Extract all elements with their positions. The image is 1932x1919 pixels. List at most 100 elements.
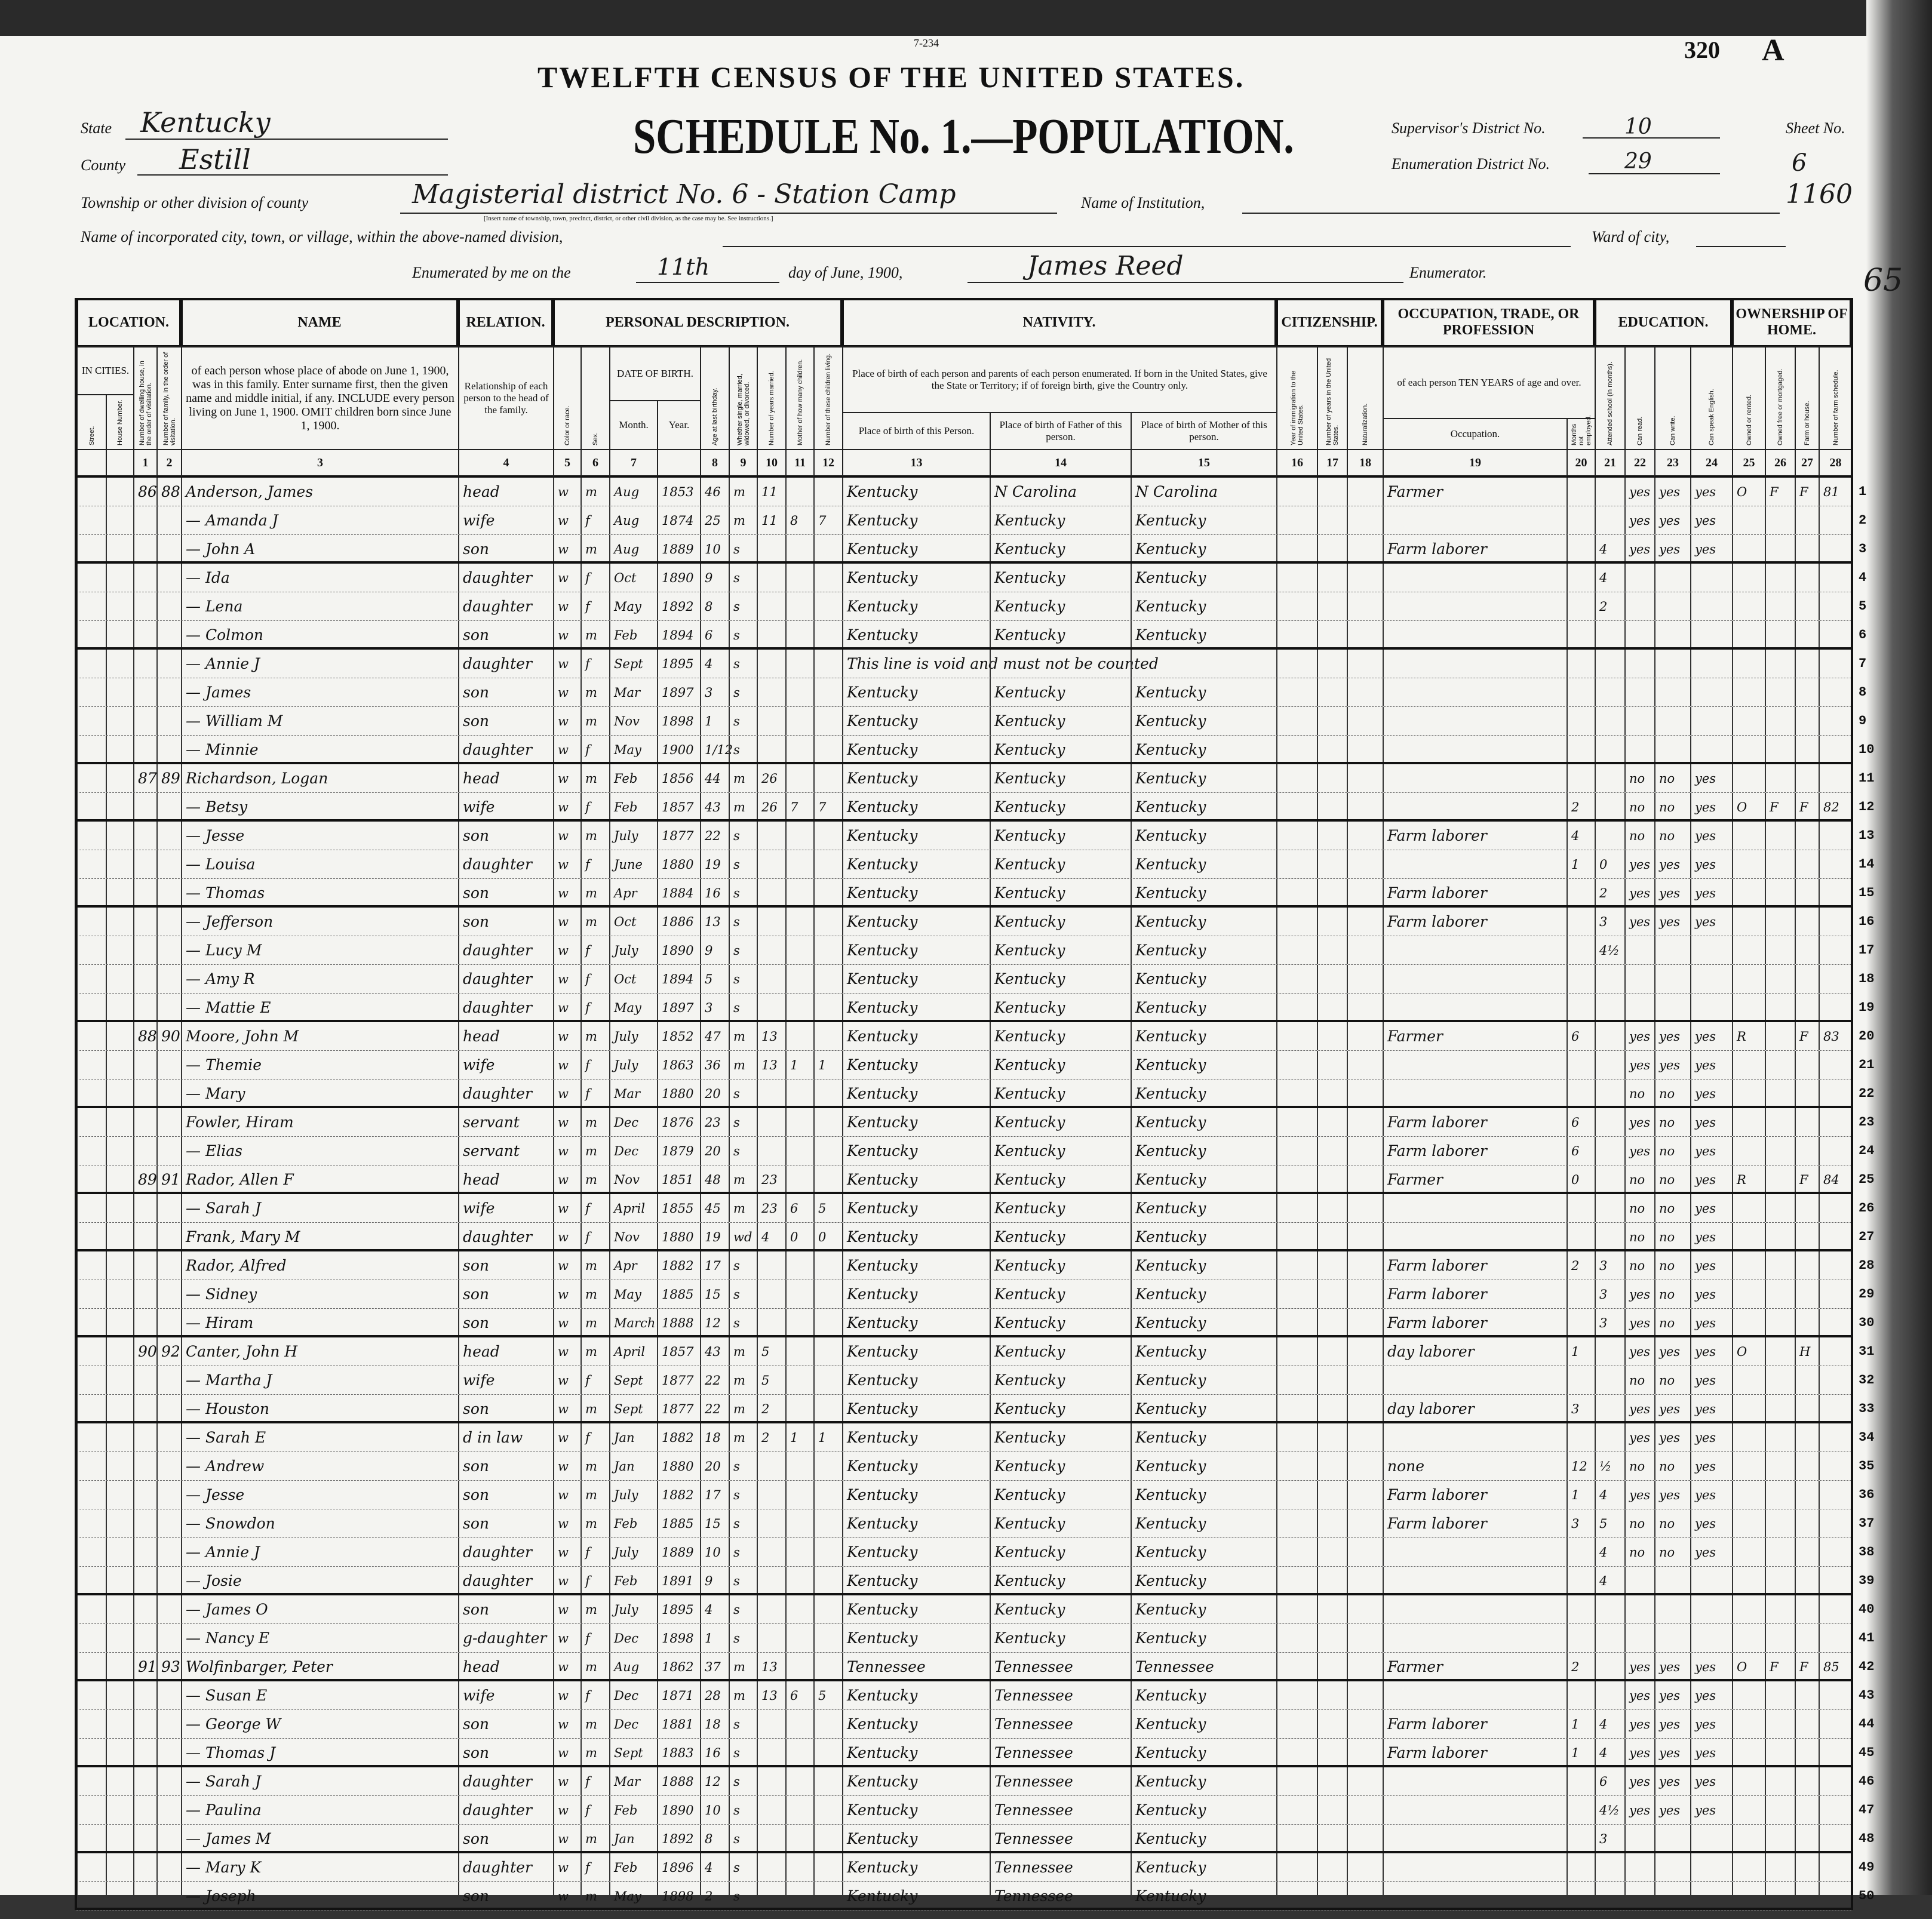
cell-birth-month: Jan [609,1452,657,1480]
cell-immigration-year [1276,793,1317,819]
cell-farm-schedule [1819,650,1851,678]
cell-dwelling-number [133,1423,156,1451]
cell-relation: daughter [458,850,553,878]
column-header: Months not employed. [1567,415,1595,449]
cell-father-birthplace [990,650,1131,678]
cell-owned-rented [1732,1194,1765,1222]
cell-farm-schedule [1819,1108,1851,1136]
cell-years-in-us [1317,1194,1347,1222]
cell-years-in-us [1317,478,1347,506]
cell-marital-status: m [729,1022,757,1050]
cell-years-married: 4 [757,1223,785,1249]
cell-children-born [785,1710,813,1738]
cell-relation: son [458,1452,553,1480]
line-number: 35 [1859,1459,1875,1474]
cell-family-number [156,793,181,819]
cell-house-number [106,850,133,878]
cell-speaks-english: yes [1690,1395,1732,1421]
cell-house-number [106,1509,133,1537]
scan-edge-right [1866,0,1932,1919]
cell-house-number [106,1796,133,1824]
cell-years-married [757,965,785,993]
cell-children-born: 1 [785,1051,813,1079]
cell-mother-birthplace: Kentucky [1131,1051,1276,1079]
cell-children-born [785,1538,813,1566]
cell-children-born [785,1337,813,1366]
cell-speaks-english: yes [1690,506,1732,534]
cell-relation: son [458,707,553,735]
cell-family-number: 93 [156,1653,181,1679]
cell-birth-year: 1885 [657,1280,700,1308]
cell-birth-year: 1880 [657,1452,700,1480]
cell-months-unemployed [1567,535,1595,561]
cell-owned-rented [1732,1366,1765,1394]
cell-school-months [1595,1423,1624,1451]
cell-free-mortgaged [1765,707,1795,735]
margin-note: 1160 [1786,179,1853,210]
cell-immigration-year [1276,1108,1317,1136]
cell-naturalization [1347,1567,1383,1593]
cell-can-write: yes [1654,506,1690,534]
column-header-label: Number of years in the United States. [1325,358,1340,445]
cell-owned-rented: O [1732,793,1765,819]
cell-mother-birthplace: Kentucky [1131,535,1276,561]
cell-father-birthplace: Tennessee [990,1853,1131,1881]
cell-name: — Andrew [181,1452,458,1480]
cell-house-number [106,1337,133,1366]
cell-can-read: yes [1624,506,1654,534]
cell-years-in-us [1317,1567,1347,1593]
cell-relation: son [458,1309,553,1335]
cell-immigration-year [1276,1452,1317,1480]
cell-birth-year: 1855 [657,1194,700,1222]
cell-years-married: 13 [757,1051,785,1079]
line-number: 8 [1859,685,1867,700]
cell-free-mortgaged [1765,994,1795,1020]
cell-free-mortgaged [1765,1194,1795,1222]
cell-birth-year: 1886 [657,908,700,936]
cell-color: w [553,1595,580,1623]
cell-street [76,1509,106,1537]
cell-months-unemployed: 6 [1567,1108,1595,1136]
cell-months-unemployed [1567,1194,1595,1222]
cell-birthplace: Kentucky [842,535,990,561]
column-header: Color or race. [553,346,580,449]
column-number: 18 [1347,449,1383,478]
cell-birth-month: March [609,1309,657,1335]
line-number: 40 [1859,1602,1875,1617]
cell-marital-status: s [729,535,757,561]
cell-can-write: no [1654,793,1690,819]
cell-school-months: 3 [1595,1280,1624,1308]
group-header: CITIZENSHIP. [1276,298,1383,346]
cell-marital-status: s [729,621,757,647]
cell-children-living [813,478,842,506]
cell-age: 8 [700,1825,729,1851]
cell-months-unemployed [1567,994,1595,1020]
column-header-label: Can write. [1669,416,1676,445]
group-header: NAME [181,298,458,346]
column-number: 10 [757,449,785,478]
cell-street [76,1595,106,1623]
cell-naturalization [1347,1395,1383,1421]
cell-house-number [106,678,133,706]
cell-marital-status: s [729,650,757,678]
cell-mother-birthplace: Kentucky [1131,1624,1276,1652]
cell-immigration-year [1276,1796,1317,1824]
cell-sex: f [580,1538,609,1566]
cell-house-number [106,1051,133,1079]
township-label: Township or other division of county [81,194,309,211]
cell-can-read: yes [1624,879,1654,905]
cell-sex: m [580,1452,609,1480]
cell-sex: m [580,1595,609,1623]
cell-months-unemployed [1567,1280,1595,1308]
cell-can-read: yes [1624,1108,1654,1136]
cell-owned-rented [1732,1595,1765,1623]
cell-school-months [1595,1853,1624,1881]
cell-birthplace: Kentucky [842,1194,990,1222]
cell-years-in-us [1317,1022,1347,1050]
cell-children-living: 5 [813,1681,842,1709]
column-header-label: Months not employed. [1570,415,1592,445]
cell-birth-year: 1894 [657,965,700,993]
cell-farm-house [1795,736,1819,762]
